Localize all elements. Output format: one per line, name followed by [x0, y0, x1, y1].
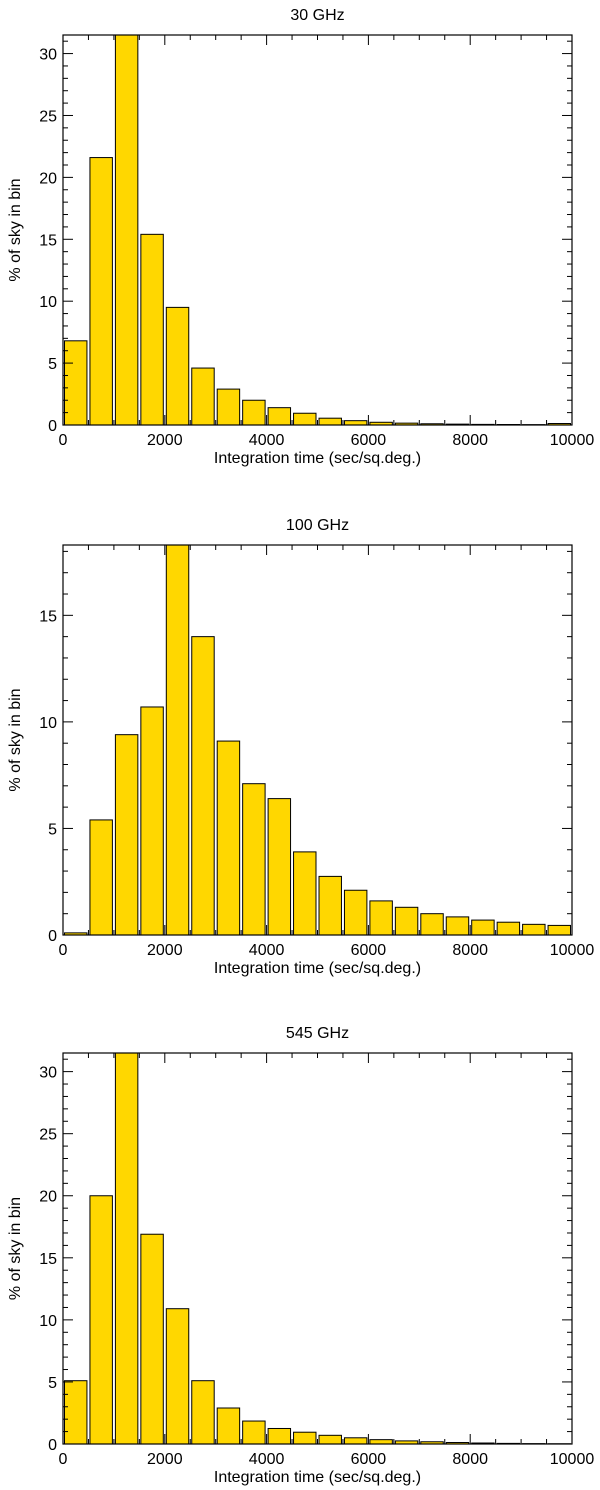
x-tick-label: 6000	[351, 432, 387, 449]
histogram-panel: 0 2000 4000 6000 8000 10000 0 5 10 15 20 25 30 545 GH…	[7, 1025, 594, 1486]
x-axis-label: Integration time (sec/sq.deg.)	[214, 960, 421, 977]
histogram-bar	[343, 1437, 368, 1445]
histogram-bar	[140, 706, 164, 936]
x-tick-label: 4000	[249, 432, 285, 449]
histogram-bar	[242, 1420, 266, 1445]
chart-title: 30 GHz	[290, 7, 344, 24]
histogram-bar	[267, 1427, 292, 1445]
histogram-bar	[191, 1380, 215, 1445]
y-axis-label: % of sky in bin	[7, 178, 24, 281]
histogram-bar	[216, 388, 241, 426]
histogram-bar	[318, 875, 342, 936]
y-tick-label: 30	[39, 47, 57, 64]
y-tick-label: 5	[48, 821, 57, 838]
y-tick-label: 15	[39, 232, 57, 249]
y-tick-label: 20	[39, 170, 57, 187]
histogram-bar	[216, 1407, 241, 1445]
histogram-bar	[394, 906, 419, 936]
x-tick-label: 0	[59, 942, 68, 959]
x-tick-label: 4000	[249, 942, 285, 959]
x-tick-label: 2000	[147, 942, 183, 959]
histogram-bar	[343, 420, 368, 426]
histogram-bar	[89, 819, 113, 936]
y-tick-label: 10	[39, 715, 57, 732]
y-axis-label: % of sky in bin	[7, 688, 24, 791]
histogram-bar	[267, 407, 292, 426]
histogram-panel: 0 2000 4000 6000 8000 10000 0 5 10 15 100 GHz Integ…	[7, 517, 594, 977]
histogram-panel: 0 2000 4000 6000 8000 10000 0 5 10 15 20 25 30 30 GHz…	[7, 7, 594, 467]
histogram-bar	[89, 157, 113, 426]
histogram-bar	[165, 544, 190, 936]
x-tick-label: 8000	[452, 432, 488, 449]
histogram-bar	[369, 900, 393, 936]
histogram-bar	[293, 412, 317, 426]
histogram-bar	[471, 919, 495, 936]
x-tick-label: 4000	[249, 1451, 285, 1468]
x-tick-label: 10000	[550, 1451, 595, 1468]
histogram-bar	[216, 740, 241, 936]
histogram-bar	[267, 798, 292, 936]
x-tick-label: 0	[59, 432, 68, 449]
x-tick-label: 0	[59, 1451, 68, 1468]
histogram-bar	[318, 417, 342, 426]
histogram-bar	[522, 923, 546, 936]
y-tick-label: 10	[39, 1313, 57, 1330]
histogram-bar	[343, 889, 368, 936]
y-tick-label: 10	[39, 294, 57, 311]
y-tick-label: 25	[39, 108, 57, 125]
histogram-bar	[140, 233, 164, 426]
x-axis-label: Integration time (sec/sq.deg.)	[214, 1469, 421, 1486]
plot-frame	[62, 1052, 573, 1445]
y-tick-label: 25	[39, 1127, 57, 1144]
histogram-bar	[191, 636, 215, 936]
y-tick-label: 5	[48, 1375, 57, 1392]
histogram-bar	[114, 34, 139, 426]
x-axis-label: Integration time (sec/sq.deg.)	[214, 450, 421, 467]
y-tick-label: 20	[39, 1189, 57, 1206]
histogram-bar	[140, 1233, 164, 1445]
y-tick-label: 15	[39, 1251, 57, 1268]
x-tick-label: 6000	[351, 942, 387, 959]
x-tick-label: 8000	[452, 1451, 488, 1468]
histogram-bar	[242, 399, 266, 426]
histogram-bar	[165, 1308, 190, 1445]
x-tick-label: 2000	[147, 1451, 183, 1468]
y-tick-label: 15	[39, 608, 57, 625]
histogram-bar	[445, 916, 470, 936]
histogram-bar	[114, 1052, 139, 1445]
x-tick-label: 2000	[147, 432, 183, 449]
x-tick-label: 10000	[550, 942, 595, 959]
histogram-bar	[369, 1439, 393, 1445]
y-tick-label: 5	[48, 356, 57, 373]
histogram-bar	[420, 913, 444, 936]
chart-title: 545 GHz	[286, 1025, 349, 1042]
x-tick-label: 10000	[550, 432, 595, 449]
y-axis-label: % of sky in bin	[7, 1197, 24, 1300]
histogram-bar	[496, 921, 521, 936]
y-tick-label: 0	[48, 928, 57, 945]
histogram-bar	[547, 924, 571, 936]
y-tick-label: 0	[48, 418, 57, 435]
chart-title: 100 GHz	[286, 517, 349, 534]
histogram-bar	[165, 306, 190, 426]
histogram-bar	[242, 783, 266, 936]
histogram-bar	[293, 851, 317, 936]
histogram-bar	[114, 734, 139, 936]
plot-frame	[62, 34, 573, 426]
x-tick-label: 6000	[351, 1451, 387, 1468]
histogram-bar	[89, 1195, 113, 1445]
y-tick-label: 0	[48, 1437, 57, 1454]
histogram-bar	[318, 1434, 342, 1445]
x-tick-label: 8000	[452, 942, 488, 959]
histogram-bar	[64, 1380, 88, 1445]
y-tick-label: 30	[39, 1065, 57, 1082]
histogram-bar	[191, 367, 215, 426]
plot-frame	[62, 544, 573, 936]
histogram-bar	[293, 1431, 317, 1445]
